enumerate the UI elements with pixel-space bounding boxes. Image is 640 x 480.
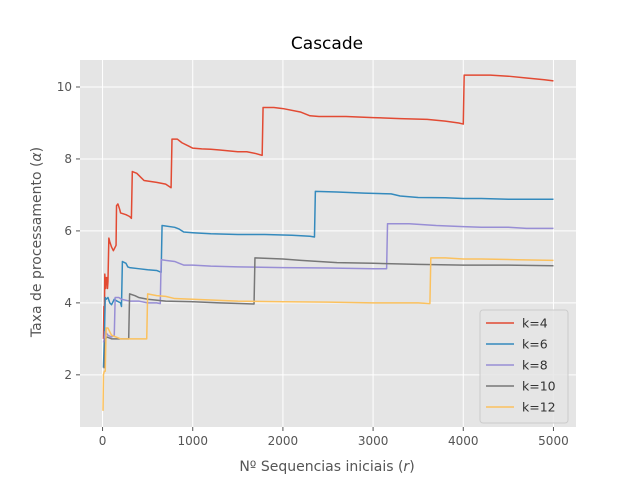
x-axis-label-variable: r (403, 459, 410, 475)
series-line-2 (102, 190, 554, 368)
y-tick-label: 4 (64, 296, 72, 310)
x-tick-label: 4000 (448, 434, 479, 448)
y-axis-label-main: Taxa de processamento ( (29, 162, 45, 339)
x-axis-label-main: Nº Sequencias iniciais ( (239, 459, 403, 475)
x-axis-ticks: 0 1000 2000 3000 4000 5000 (99, 427, 569, 448)
legend-label: k=6 (522, 337, 548, 352)
y-axis-ticks: 2 4 6 8 10 (57, 80, 80, 382)
y-tick-label: 6 (64, 224, 72, 238)
legend-label: k=8 (522, 358, 548, 373)
series-line-1 (102, 74, 554, 339)
legend-label: k=12 (522, 400, 556, 415)
chart-title: Cascade (291, 34, 363, 54)
y-axis-label: Taxa de processamento (α) (29, 147, 45, 338)
x-tick-label: 5000 (538, 434, 569, 448)
y-axis-label-end: ) (29, 147, 45, 152)
x-tick-label: 1000 (177, 434, 208, 448)
legend-box (479, 309, 569, 424)
x-axis-label: Nº Sequencias iniciais (r) (239, 459, 414, 475)
legend-label: k=10 (522, 379, 556, 394)
series-line-5 (102, 257, 554, 411)
series-lines (102, 74, 554, 411)
y-tick-label: 2 (64, 368, 72, 382)
x-tick-label: 0 (99, 434, 107, 448)
y-tick-label: 8 (64, 152, 72, 166)
y-axis-label-variable: α (29, 152, 45, 162)
legend: k=4 k=6 k=8 k=10 k=12 (479, 309, 569, 424)
x-tick-label: 3000 (358, 434, 389, 448)
x-tick-label: 2000 (268, 434, 299, 448)
y-tick-label: 10 (57, 80, 72, 94)
series-line-3 (102, 222, 554, 343)
x-axis-label-end: ) (409, 459, 414, 475)
legend-label: k=4 (522, 316, 548, 331)
series-line-4 (103, 257, 554, 369)
